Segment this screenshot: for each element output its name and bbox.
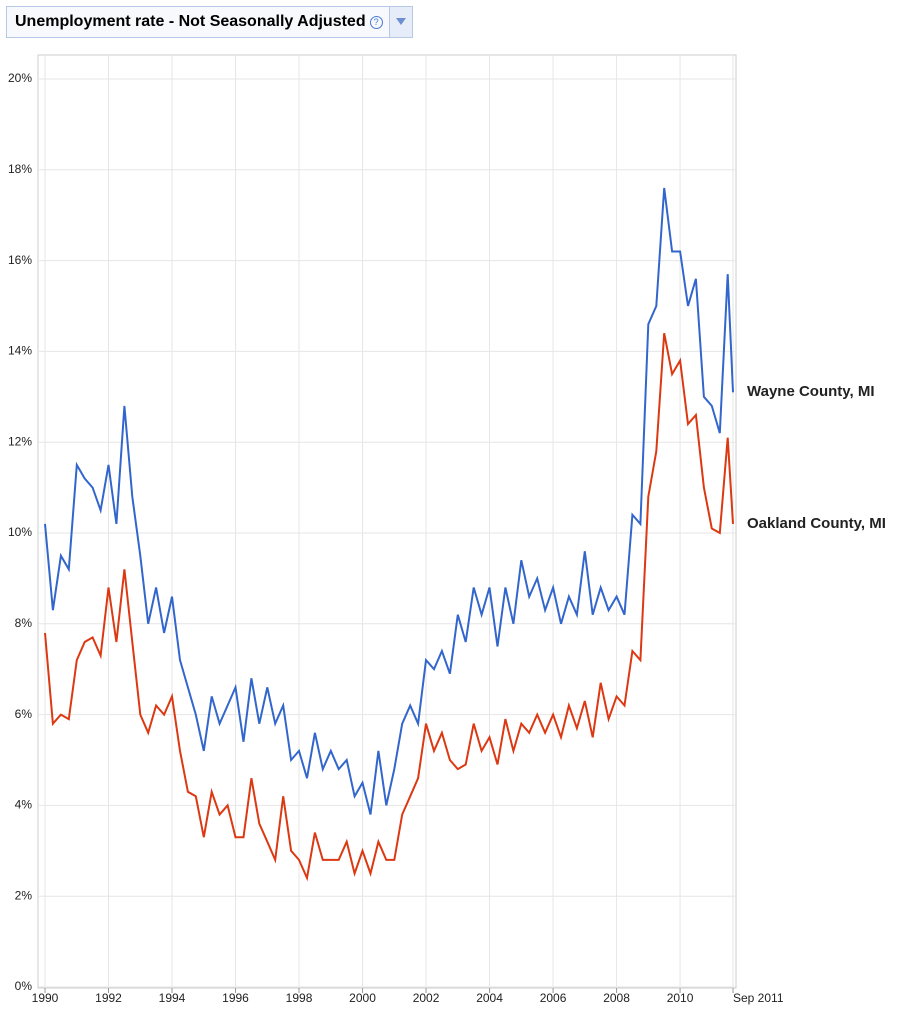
y-tick-label: 20% bbox=[8, 71, 32, 85]
x-tick-label: 2000 bbox=[349, 991, 376, 1005]
y-tick-label: 18% bbox=[8, 162, 32, 176]
y-tick-label: 6% bbox=[15, 707, 33, 721]
chart-title: Unemployment rate - Not Seasonally Adjus… bbox=[15, 13, 366, 30]
y-tick-label: 10% bbox=[8, 525, 32, 539]
x-tick-label: 1996 bbox=[222, 991, 249, 1005]
dropdown-arrow bbox=[395, 18, 406, 25]
x-tick-label: 2010 bbox=[667, 991, 694, 1005]
x-tick-label: 2006 bbox=[540, 991, 567, 1005]
x-tick-label: Sep 2011 bbox=[733, 991, 784, 1005]
y-tick-label: 0% bbox=[15, 979, 33, 993]
x-tick-label: 2002 bbox=[413, 991, 440, 1005]
series-label: Oakland County, MI bbox=[747, 515, 886, 532]
x-tick-label: 2008 bbox=[603, 991, 630, 1005]
x-tick-label: 1998 bbox=[286, 991, 313, 1005]
series-line bbox=[44, 187, 734, 815]
x-tick-label: 1992 bbox=[95, 991, 122, 1005]
y-tick-label: 14% bbox=[8, 344, 32, 358]
series-line bbox=[44, 333, 734, 882]
y-tick-label: 2% bbox=[15, 888, 33, 902]
series-label: Wayne County, MI bbox=[747, 383, 875, 400]
x-tick-label: 1990 bbox=[32, 991, 59, 1005]
x-tick-label: 2004 bbox=[476, 991, 503, 1005]
y-tick-label: 12% bbox=[8, 434, 32, 448]
y-tick-label: 8% bbox=[15, 616, 33, 630]
dropdown-button[interactable] bbox=[388, 7, 412, 37]
plot-frame bbox=[37, 54, 737, 989]
help-icon[interactable]: ? bbox=[369, 15, 383, 29]
y-tick-label: 4% bbox=[15, 798, 33, 812]
metric-selector[interactable]: Unemployment rate - Not Seasonally Adjus… bbox=[6, 6, 413, 38]
x-tick-label: 1994 bbox=[159, 991, 186, 1005]
y-tick-label: 16% bbox=[8, 253, 32, 267]
